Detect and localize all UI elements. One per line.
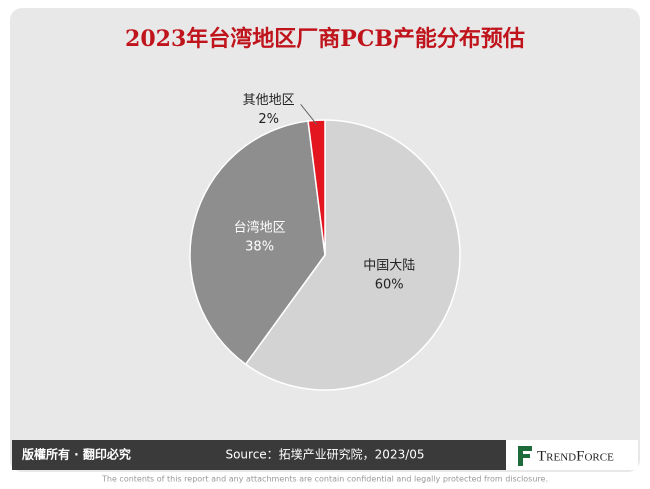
chart-title: 2023年台湾地区厂商PCB产能分布预估 (125, 26, 525, 52)
footer-bar (12, 440, 506, 470)
disclaimer: The contents of this report and any atta… (101, 475, 548, 484)
source: Source：拓墣产业研究院，2023/05 (225, 447, 424, 462)
logo: TrendForce (537, 448, 614, 464)
slice-label: 中国大陆 (363, 257, 415, 273)
pie: 中国大陆 60% 台湾地区 38% 其他地区 2% (189, 93, 461, 391)
pie-slice (189, 120, 326, 366)
logo-icon (518, 446, 532, 466)
pie-slice (307, 119, 326, 256)
slice-label: 台湾地区 (234, 220, 286, 236)
value-label: 2% (258, 112, 279, 127)
copyright: 版權所有 · 翻印必究 (22, 447, 131, 462)
value-label: 60% (375, 277, 404, 292)
pie-slice (244, 119, 461, 391)
slice-label: 其他地区 (243, 93, 295, 108)
leader-line (300, 103, 318, 125)
value-label: 38% (245, 240, 274, 255)
